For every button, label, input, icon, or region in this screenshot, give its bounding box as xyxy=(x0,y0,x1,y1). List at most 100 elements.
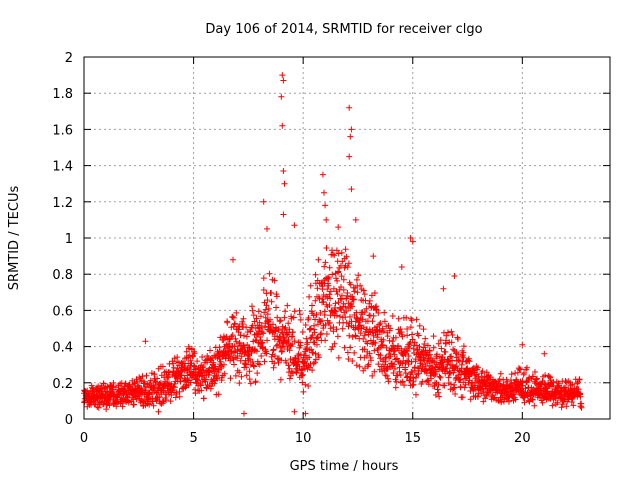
data-point xyxy=(448,353,455,360)
data-point xyxy=(405,353,412,359)
data-point xyxy=(284,302,291,309)
data-point xyxy=(312,359,318,366)
data-point xyxy=(324,286,331,293)
data-point xyxy=(335,354,342,361)
data-point xyxy=(425,355,432,362)
data-point xyxy=(387,353,394,360)
data-point xyxy=(391,365,398,372)
data-point xyxy=(389,338,396,345)
data-point xyxy=(411,339,418,346)
data-point xyxy=(322,337,329,344)
data-point xyxy=(364,340,371,347)
data-point xyxy=(331,304,338,311)
data-point xyxy=(331,252,338,259)
data-point xyxy=(291,338,298,345)
data-point xyxy=(302,352,309,359)
data-point xyxy=(155,408,162,415)
data-point xyxy=(449,332,456,338)
data-point xyxy=(319,317,325,324)
data-point xyxy=(363,305,370,312)
data-point xyxy=(286,326,293,333)
data-point xyxy=(458,365,465,372)
data-point xyxy=(352,216,359,223)
data-point xyxy=(183,348,190,355)
data-point xyxy=(287,356,294,363)
data-point xyxy=(232,320,238,327)
data-point xyxy=(380,328,387,335)
data-point xyxy=(323,331,330,337)
data-point xyxy=(236,380,243,387)
data-point xyxy=(438,345,445,352)
data-point xyxy=(326,319,333,326)
data-point xyxy=(398,345,405,352)
x-tick-label: 10 xyxy=(295,431,312,446)
data-point xyxy=(333,247,340,254)
data-point xyxy=(360,287,367,294)
data-point xyxy=(240,315,247,322)
data-point xyxy=(437,337,444,344)
data-point xyxy=(256,319,263,326)
data-point xyxy=(529,396,536,403)
data-point xyxy=(344,290,351,296)
data-point xyxy=(431,372,438,379)
data-point xyxy=(407,324,414,331)
data-point xyxy=(243,364,250,371)
data-point xyxy=(399,333,406,340)
data-point xyxy=(314,341,320,348)
data-point xyxy=(280,77,287,84)
data-point xyxy=(309,302,315,309)
data-point xyxy=(355,326,362,333)
data-point xyxy=(430,344,437,351)
y-tick-label: 0.4 xyxy=(52,341,73,356)
data-point xyxy=(413,316,420,323)
data-point xyxy=(344,264,351,271)
data-point xyxy=(321,263,328,270)
data-point xyxy=(369,318,376,325)
data-point xyxy=(243,333,250,340)
data-point xyxy=(521,370,528,377)
data-point xyxy=(178,372,185,379)
data-point xyxy=(335,268,342,275)
data-point xyxy=(300,371,306,378)
data-point xyxy=(343,253,350,260)
data-point xyxy=(370,253,377,260)
data-point xyxy=(347,313,353,320)
data-point xyxy=(280,168,287,174)
data-point xyxy=(298,372,305,379)
data-point xyxy=(578,404,585,411)
data-point xyxy=(260,330,267,337)
data-point xyxy=(474,393,481,400)
data-point xyxy=(348,300,355,307)
data-point xyxy=(319,296,326,303)
data-point xyxy=(260,198,267,205)
data-point xyxy=(310,312,317,319)
data-point xyxy=(282,308,289,315)
data-point xyxy=(350,296,357,303)
data-point xyxy=(233,338,240,345)
data-point xyxy=(339,292,345,299)
data-point xyxy=(236,369,243,376)
data-point xyxy=(337,313,343,320)
data-point xyxy=(246,368,253,375)
data-point xyxy=(413,391,419,398)
data-point xyxy=(404,326,411,332)
data-point xyxy=(311,329,318,336)
data-point xyxy=(291,222,298,229)
data-point xyxy=(273,342,280,349)
data-point xyxy=(274,314,281,321)
data-point xyxy=(199,354,206,360)
data-point xyxy=(329,343,336,350)
data-point xyxy=(335,224,342,231)
data-point xyxy=(365,361,372,368)
data-point xyxy=(343,295,350,302)
data-point xyxy=(143,372,150,379)
data-point xyxy=(517,366,524,373)
data-point xyxy=(577,393,584,400)
data-point xyxy=(361,332,368,339)
data-point xyxy=(214,375,221,382)
data-point xyxy=(285,320,292,327)
data-point xyxy=(258,353,265,359)
data-point xyxy=(315,334,321,341)
